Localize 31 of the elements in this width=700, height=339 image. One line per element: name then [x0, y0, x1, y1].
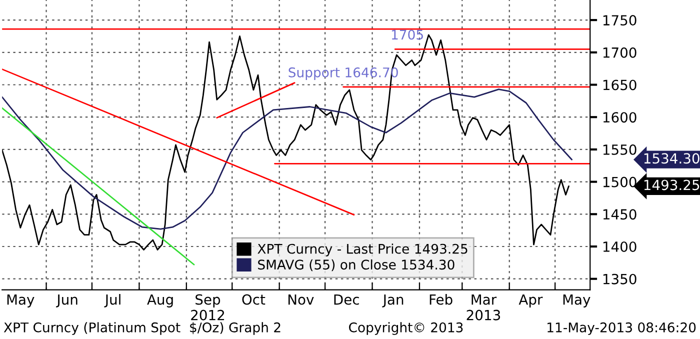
- x-tick-label: Jun: [56, 294, 78, 308]
- legend-label: SMAVG (55) on Close 1534.30: [258, 259, 454, 272]
- y-tick-label: 1550: [603, 144, 636, 155]
- y-tick-label: 1600: [603, 112, 636, 123]
- y-tick-label: 1350: [603, 274, 636, 284]
- text: 11-May-2013 08:46:20: [548, 322, 696, 335]
- y-tick-label: 1400: [603, 241, 636, 252]
- legend-label: XPT Curncy - Last Price 1493.25: [258, 244, 468, 256]
- x-tick-label: Apr: [518, 294, 543, 308]
- y-tick-label: 1450: [603, 209, 636, 220]
- x-tick-label: Dec: [334, 294, 359, 305]
- x-tick-label: Jan: [382, 294, 404, 308]
- y-tick-label: 1750: [603, 15, 636, 26]
- x-tick-label: Mar 2013: [466, 294, 500, 320]
- text: Copyright© 2013: [349, 322, 463, 335]
- x-tick-label: Feb: [430, 294, 452, 305]
- x-tick-label: Aug: [147, 294, 173, 308]
- annotation: 1705: [392, 30, 423, 40]
- x-tick-label: May: [563, 294, 590, 308]
- x-tick-label: Nov: [288, 294, 314, 305]
- text: XPT Curncy (Platinum Spot $/Oz) Graph 2: [4, 322, 280, 335]
- x-tick-label: Jul: [104, 294, 120, 308]
- y-tick-label: 1500: [603, 176, 636, 188]
- y-tick-label: 1650: [603, 80, 636, 90]
- line-series: [2, 88, 573, 230]
- y-tick-label: 1700: [603, 47, 636, 58]
- x-tick-label: Sep 2012: [191, 294, 224, 320]
- x-tick-label: May: [7, 294, 34, 308]
- text: 1493.25: [644, 180, 700, 190]
- x-tick-label: Oct: [242, 294, 266, 305]
- text: 1534.30: [644, 153, 700, 164]
